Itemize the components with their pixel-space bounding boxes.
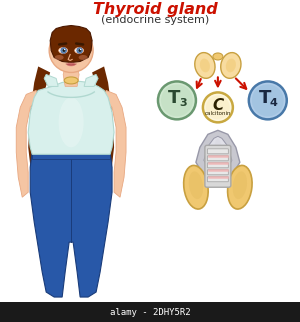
- Circle shape: [63, 49, 65, 52]
- Circle shape: [206, 95, 230, 119]
- Circle shape: [77, 48, 82, 53]
- Circle shape: [49, 29, 93, 72]
- Circle shape: [252, 84, 284, 116]
- Polygon shape: [104, 90, 126, 197]
- Circle shape: [61, 48, 66, 53]
- Text: calcitonin: calcitonin: [205, 111, 231, 116]
- Text: alamy - 2DHY5R2: alamy - 2DHY5R2: [110, 308, 190, 317]
- Ellipse shape: [59, 97, 84, 147]
- Polygon shape: [204, 136, 232, 171]
- Ellipse shape: [228, 166, 252, 209]
- FancyBboxPatch shape: [207, 170, 228, 175]
- Ellipse shape: [64, 77, 78, 84]
- Ellipse shape: [200, 59, 210, 72]
- Text: 4: 4: [270, 99, 278, 109]
- Polygon shape: [84, 74, 98, 86]
- Circle shape: [158, 81, 196, 119]
- Polygon shape: [16, 90, 38, 197]
- Ellipse shape: [221, 52, 241, 78]
- Text: 3: 3: [179, 99, 187, 109]
- Circle shape: [161, 84, 193, 116]
- Polygon shape: [28, 81, 114, 154]
- Ellipse shape: [189, 171, 203, 199]
- Bar: [0, 302, 300, 322]
- Circle shape: [203, 92, 233, 122]
- Ellipse shape: [55, 55, 64, 60]
- Circle shape: [80, 49, 81, 50]
- Ellipse shape: [79, 55, 88, 60]
- Ellipse shape: [233, 171, 247, 199]
- Ellipse shape: [60, 43, 70, 62]
- Ellipse shape: [213, 53, 223, 60]
- Text: (endocrine system): (endocrine system): [101, 14, 209, 24]
- FancyBboxPatch shape: [207, 177, 228, 182]
- Ellipse shape: [214, 138, 222, 166]
- Ellipse shape: [59, 47, 68, 53]
- Ellipse shape: [195, 52, 215, 78]
- Text: T: T: [259, 90, 271, 108]
- FancyBboxPatch shape: [207, 149, 228, 154]
- Text: C: C: [212, 98, 224, 113]
- Text: Thyroid gland: Thyroid gland: [93, 2, 218, 17]
- Polygon shape: [30, 152, 112, 297]
- Circle shape: [64, 49, 65, 50]
- Polygon shape: [196, 130, 240, 179]
- Polygon shape: [50, 25, 92, 62]
- FancyBboxPatch shape: [205, 145, 231, 187]
- Ellipse shape: [67, 63, 76, 66]
- Ellipse shape: [184, 166, 208, 209]
- FancyBboxPatch shape: [207, 163, 228, 168]
- Polygon shape: [44, 74, 58, 86]
- Circle shape: [249, 81, 287, 119]
- Ellipse shape: [210, 169, 226, 179]
- Bar: [32, 151, 110, 159]
- FancyBboxPatch shape: [207, 156, 228, 161]
- Ellipse shape: [75, 47, 84, 53]
- Circle shape: [79, 49, 81, 52]
- Ellipse shape: [226, 59, 236, 72]
- Text: T: T: [168, 90, 180, 108]
- Polygon shape: [63, 70, 79, 86]
- Polygon shape: [28, 66, 50, 212]
- Polygon shape: [92, 66, 114, 212]
